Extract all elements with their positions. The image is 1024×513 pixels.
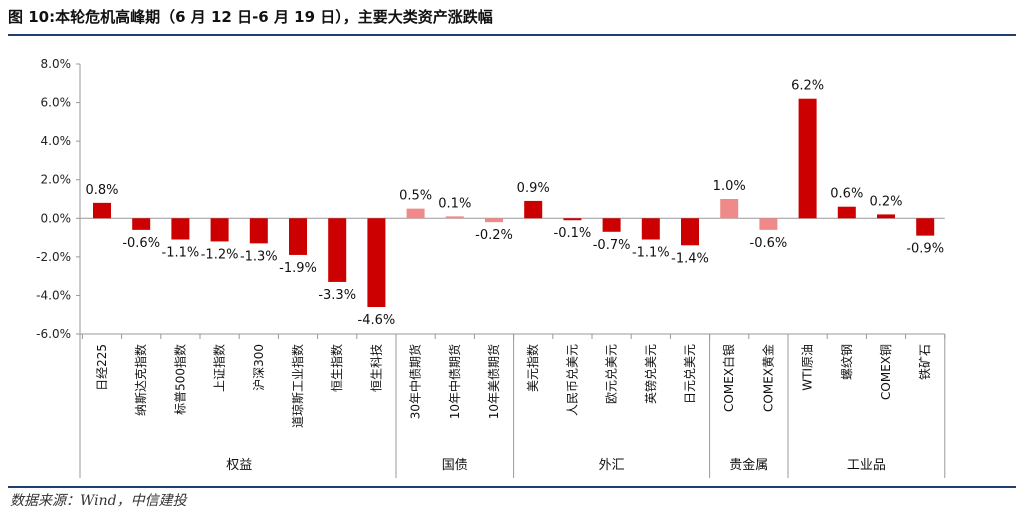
bar (132, 218, 151, 230)
x-tick-label: 日元兑美元 (683, 344, 697, 404)
bar (445, 216, 464, 219)
bar (328, 218, 347, 282)
group-label: 外汇 (599, 458, 625, 473)
data-label: -1.9% (279, 261, 317, 276)
data-label: -1.1% (162, 246, 200, 261)
data-label: -1.4% (671, 251, 709, 266)
x-tick-label: 10年美债期货 (486, 344, 501, 419)
bar (210, 218, 229, 242)
y-tick-label: 6.0% (41, 96, 72, 110)
y-tick-label: -6.0% (36, 327, 71, 341)
data-label: 1.0% (713, 179, 746, 194)
bar (171, 218, 190, 240)
group-label: 贵金属 (729, 457, 768, 473)
bar (798, 98, 817, 219)
data-label: -0.7% (593, 238, 631, 253)
bar (289, 218, 307, 255)
data-label: -3.3% (318, 288, 356, 303)
x-tick-label: 螺纹钢 (840, 344, 854, 380)
x-tick-label: COMEX铜 (878, 344, 893, 400)
bar (720, 199, 739, 219)
bar (406, 208, 425, 219)
data-label: -4.6% (358, 313, 396, 328)
x-tick-label: 日经225 (95, 344, 109, 391)
bar (524, 200, 543, 219)
bar (249, 218, 268, 244)
x-tick-label: 30年中债期货 (408, 344, 423, 419)
bar (877, 214, 895, 219)
bar (93, 202, 111, 219)
data-label: 0.5% (399, 189, 432, 204)
bar (602, 218, 621, 232)
data-label: -0.2% (475, 228, 513, 243)
bar (681, 218, 699, 246)
data-label: 0.8% (85, 183, 118, 198)
bar (563, 218, 582, 221)
data-label: -1.1% (632, 246, 670, 261)
x-tick-label: 沪深300 (252, 344, 266, 391)
x-tick-label: 标普500指数 (172, 344, 187, 415)
y-tick-label: 0.0% (41, 211, 72, 225)
bar (641, 218, 660, 240)
data-label: -0.6% (750, 236, 788, 251)
data-label: -0.6% (122, 236, 160, 251)
source-note: 数据来源：Wind，中信建投 (10, 493, 187, 509)
chart-title: 图 10:本轮危机高峰期（6 月 12 日-6 月 19 日），主要大类资产涨跌… (8, 8, 493, 26)
x-tick-label: 上证指数 (212, 344, 227, 392)
title-divider (8, 34, 1016, 36)
x-tick-label: 铁矿石 (918, 344, 932, 380)
data-label: -0.9% (906, 242, 944, 257)
data-label: 0.9% (517, 181, 550, 196)
x-tick-label: COMEX黄金 (760, 344, 775, 412)
x-tick-label: 纳斯达克指数 (133, 344, 148, 416)
bar (916, 218, 935, 236)
bar (367, 218, 386, 307)
x-tick-label: 美元指数 (525, 344, 540, 392)
data-label: 0.2% (869, 194, 902, 209)
x-tick-label: 道琼斯工业指数 (290, 344, 305, 428)
group-label: 国债 (442, 458, 468, 473)
y-tick-label: -4.0% (36, 288, 71, 302)
x-tick-label: WTI原油 (801, 344, 815, 391)
x-tick-label: 人民币兑美元 (565, 344, 579, 416)
y-tick-label: 4.0% (41, 134, 72, 148)
y-tick-label: 2.0% (41, 173, 72, 187)
x-tick-label: 恒生指数 (329, 344, 344, 392)
data-label: -1.2% (201, 247, 239, 262)
data-label: 6.2% (791, 79, 824, 94)
data-label: -0.1% (554, 226, 592, 241)
x-tick-label: 英镑兑美元 (643, 344, 658, 404)
group-label: 工业品 (847, 458, 886, 473)
data-label: 0.1% (438, 196, 471, 211)
x-tick-label: 恒生科技 (369, 344, 383, 392)
y-tick-label: -2.0% (36, 250, 71, 264)
x-tick-label: COMEX白银 (721, 344, 736, 412)
bar (485, 218, 503, 223)
bar (759, 218, 778, 230)
group-label: 权益 (226, 457, 252, 473)
x-tick-label: 欧元兑美元 (605, 344, 619, 404)
y-tick-label: 8.0% (41, 57, 72, 71)
footer-divider (8, 486, 1016, 488)
x-tick-label: 10年中债期货 (447, 344, 462, 419)
data-label: 0.6% (830, 187, 863, 202)
bar (837, 206, 856, 219)
data-label: -1.3% (240, 249, 278, 264)
